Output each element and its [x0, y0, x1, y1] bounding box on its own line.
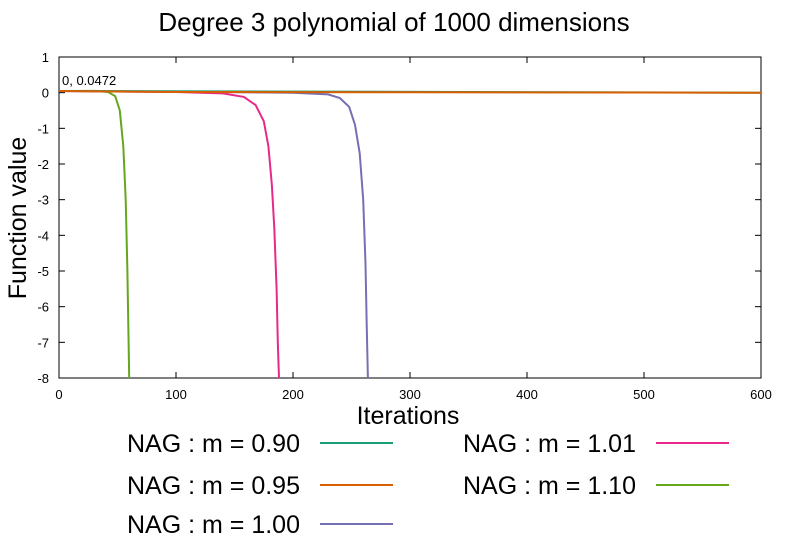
y-tick-label: 1: [42, 50, 49, 65]
series-lines: [58, 89, 762, 379]
legend-label: NAG : m = 1.00: [127, 511, 300, 539]
y-tick-label: -2: [37, 157, 49, 172]
x-tick-label: 600: [750, 387, 772, 402]
legend-label: NAG : m = 0.95: [127, 472, 300, 500]
x-tick-label: 500: [633, 387, 655, 402]
y-tick-label: -8: [37, 371, 49, 386]
plot-frame: [58, 56, 762, 379]
y-tick-label: -6: [37, 300, 49, 315]
point-annotation: 0, 0.0472: [62, 73, 116, 88]
x-tick-label: 0: [55, 387, 62, 402]
y-tick-label: 0: [42, 86, 49, 101]
chart-title: Degree 3 polynomial of 1000 dimensions: [158, 7, 629, 37]
legend-label: NAG : m = 1.10: [463, 472, 636, 500]
y-tick-label: -5: [37, 264, 49, 279]
x-tick-label: 300: [399, 387, 421, 402]
y-tick-label: -4: [37, 228, 49, 243]
legend: NAG : m = 0.90 NAG : m = 0.95 NAG : m = 1.…: [127, 430, 729, 539]
series-line-1: [58, 90, 762, 94]
x-tick-label: 400: [516, 387, 538, 402]
y-axis-label: Function value: [4, 137, 32, 300]
legend-label: NAG : m = 1.01: [463, 430, 636, 458]
y-tick-label: -7: [37, 335, 49, 350]
series-line-4: [58, 89, 131, 379]
series-line-2: [58, 90, 369, 379]
y-tick-label: -3: [37, 193, 49, 208]
y-tick-label: -1: [37, 121, 49, 136]
series-line-3: [58, 90, 280, 379]
axis-ticks: 0 100 200 300 400 500 600 1 0 -1 -2 -3 -4 -5 -6 -7 -8: [37, 50, 771, 402]
x-tick-label: 200: [282, 387, 304, 402]
legend-label: NAG : m = 0.90: [127, 430, 300, 458]
x-axis-label: Iterations: [357, 402, 460, 430]
x-tick-label: 100: [165, 387, 187, 402]
